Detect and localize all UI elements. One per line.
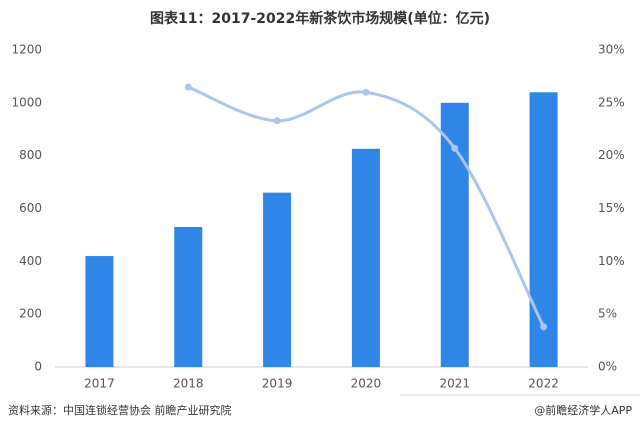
y2-tick-label: 10%	[598, 254, 625, 268]
y-tick-label: 600	[19, 201, 42, 215]
credit: @前瞻经济学人APP	[534, 403, 632, 417]
y-tick-label: 0	[34, 360, 42, 374]
y2-tick-label: 20%	[598, 148, 625, 162]
bar	[174, 226, 203, 367]
y-tick-label: 1000	[11, 95, 42, 109]
x-tick-label: 2021	[439, 377, 470, 391]
x-tick-label: 2022	[528, 377, 559, 391]
y2-tick-label: 25%	[598, 95, 625, 109]
y2-tick-label: 15%	[598, 201, 625, 215]
y-tick-label: 1200	[11, 43, 42, 57]
y2-tick-label: 0%	[598, 360, 617, 374]
y-tick-label: 200	[19, 307, 42, 321]
bar	[85, 256, 114, 367]
line-point	[184, 83, 192, 91]
line	[187, 85, 545, 328]
bar	[351, 148, 380, 367]
y-tick-label: 400	[19, 254, 42, 268]
y2-tick-label: 5%	[598, 307, 617, 321]
x-tick-label: 2017	[84, 377, 115, 391]
bar	[529, 92, 558, 368]
x-tick-label: 2019	[262, 377, 293, 391]
line-point	[362, 88, 370, 96]
bar	[263, 192, 292, 367]
line-point	[540, 323, 548, 331]
y2-tick-label: 30%	[598, 43, 625, 57]
chart-title: 图表11：2017-2022年新茶饮市场规模(单位：亿元)	[150, 10, 490, 27]
x-tick-label: 2018	[173, 377, 204, 391]
y-tick-label: 800	[19, 148, 42, 162]
x-tick-label: 2020	[351, 377, 382, 391]
line-point	[451, 144, 459, 152]
bar	[440, 102, 469, 367]
source: 资料来源：中国连锁经营协会 前瞻产业研究院	[8, 403, 232, 417]
line-point	[273, 117, 281, 125]
